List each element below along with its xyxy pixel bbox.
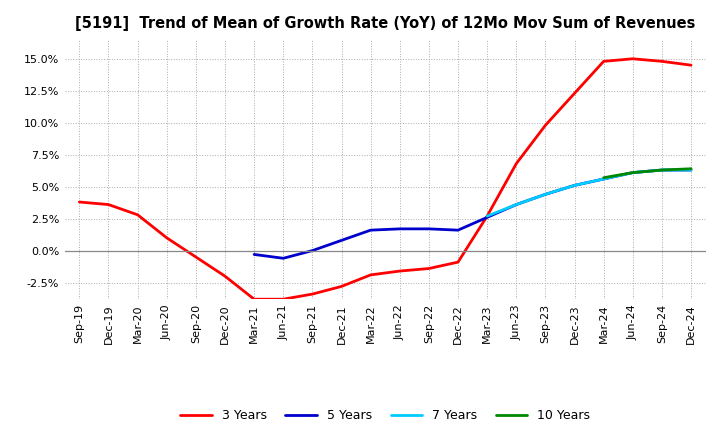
7 Years	[570, 183, 579, 188]
Legend: 3 Years, 5 Years, 7 Years, 10 Years: 3 Years, 5 Years, 7 Years, 10 Years	[176, 404, 595, 427]
7 Years	[541, 192, 550, 197]
5 Years	[279, 256, 287, 261]
7 Years	[599, 176, 608, 182]
5 Years	[454, 227, 462, 233]
3 Years	[570, 91, 579, 96]
Title: [5191]  Trend of Mean of Growth Rate (YoY) of 12Mo Mov Sum of Revenues: [5191] Trend of Mean of Growth Rate (YoY…	[75, 16, 696, 32]
Line: 10 Years: 10 Years	[603, 169, 691, 178]
3 Years	[104, 202, 113, 207]
3 Years	[629, 56, 637, 62]
5 Years	[512, 202, 521, 207]
7 Years	[629, 170, 637, 175]
3 Years	[133, 212, 142, 217]
5 Years	[337, 238, 346, 243]
5 Years	[425, 226, 433, 231]
3 Years	[308, 291, 317, 297]
7 Years	[483, 213, 492, 219]
5 Years	[395, 226, 404, 231]
3 Years	[366, 272, 375, 278]
3 Years	[512, 161, 521, 166]
3 Years	[687, 62, 696, 68]
3 Years	[599, 59, 608, 64]
5 Years	[250, 252, 258, 257]
5 Years	[541, 192, 550, 197]
3 Years	[337, 284, 346, 289]
5 Years	[366, 227, 375, 233]
7 Years	[687, 167, 696, 172]
5 Years	[308, 248, 317, 253]
10 Years	[629, 170, 637, 175]
3 Years	[279, 297, 287, 302]
5 Years	[570, 183, 579, 188]
3 Years	[454, 260, 462, 265]
10 Years	[687, 166, 696, 172]
Line: 7 Years: 7 Years	[487, 170, 691, 216]
10 Years	[657, 167, 666, 172]
5 Years	[599, 176, 608, 182]
5 Years	[483, 215, 492, 220]
3 Years	[75, 199, 84, 205]
3 Years	[395, 268, 404, 274]
7 Years	[657, 167, 666, 172]
3 Years	[220, 274, 229, 279]
5 Years	[687, 167, 696, 172]
5 Years	[629, 170, 637, 175]
3 Years	[657, 59, 666, 64]
Line: 3 Years: 3 Years	[79, 59, 691, 299]
3 Years	[425, 266, 433, 271]
3 Years	[541, 123, 550, 128]
5 Years	[657, 167, 666, 172]
Line: 5 Years: 5 Years	[254, 170, 691, 258]
7 Years	[512, 202, 521, 207]
3 Years	[483, 213, 492, 219]
3 Years	[163, 235, 171, 240]
3 Years	[250, 297, 258, 302]
3 Years	[192, 254, 200, 260]
10 Years	[599, 175, 608, 180]
